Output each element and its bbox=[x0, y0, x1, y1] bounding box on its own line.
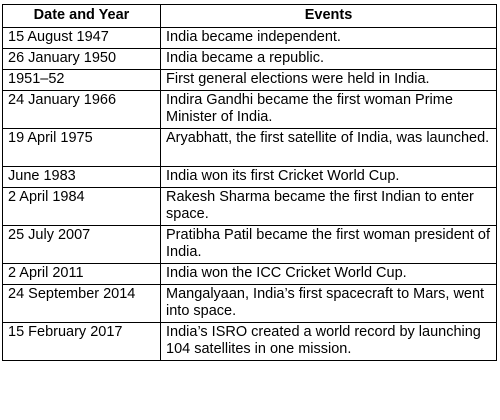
date-cell: 1951–52 bbox=[2, 69, 161, 91]
date-cell: 24 September 2014 bbox=[2, 284, 161, 323]
header-date-year: Date and Year bbox=[2, 4, 161, 28]
event-cell: Indira Gandhi became the first woman Pri… bbox=[160, 90, 497, 129]
event-cell: Mangalyaan, India’s first spacecraft to … bbox=[160, 284, 497, 323]
date-cell: 2 April 1984 bbox=[2, 187, 161, 226]
event-cell: Aryabhatt, the first satellite of India,… bbox=[160, 128, 497, 167]
date-cell: 24 January 1966 bbox=[2, 90, 161, 129]
table-row: 24 January 1966 Indira Gandhi became the… bbox=[2, 90, 497, 129]
table-row: 24 September 2014 Mangalyaan, India’s fi… bbox=[2, 284, 497, 323]
date-cell: June 1983 bbox=[2, 166, 161, 188]
table-row: 15 August 1947 India became independent. bbox=[2, 27, 497, 49]
table-row: 2 April 1984 Rakesh Sharma became the fi… bbox=[2, 187, 497, 226]
date-cell: 2 April 2011 bbox=[2, 263, 161, 285]
event-cell: Rakesh Sharma became the first Indian to… bbox=[160, 187, 497, 226]
date-cell: 25 July 2007 bbox=[2, 225, 161, 264]
event-cell: First general elections were held in Ind… bbox=[160, 69, 497, 91]
date-cell: 19 April 1975 bbox=[2, 128, 161, 167]
event-cell: India became independent. bbox=[160, 27, 497, 49]
table-row: 26 January 1950 India became a republic. bbox=[2, 48, 497, 70]
event-cell: India became a republic. bbox=[160, 48, 497, 70]
table-row: 15 February 2017 India’s ISRO created a … bbox=[2, 322, 497, 361]
date-cell: 26 January 1950 bbox=[2, 48, 161, 70]
event-cell: India won the ICC Cricket World Cup. bbox=[160, 263, 497, 285]
table-row: 1951–52 First general elections were hel… bbox=[2, 69, 497, 91]
table-row: 25 July 2007 Pratibha Patil became the f… bbox=[2, 225, 497, 264]
event-cell: Pratibha Patil became the first woman pr… bbox=[160, 225, 497, 264]
date-cell: 15 February 2017 bbox=[2, 322, 161, 361]
header-events: Events bbox=[160, 4, 497, 28]
timeline-table: Date and Year Events 15 August 1947 Indi… bbox=[2, 4, 497, 361]
header-row: Date and Year Events bbox=[2, 4, 497, 28]
event-cell: India won its first Cricket World Cup. bbox=[160, 166, 497, 188]
table-row: 19 April 1975 Aryabhatt, the first satel… bbox=[2, 128, 497, 167]
date-cell: 15 August 1947 bbox=[2, 27, 161, 49]
table-row: 2 April 2011 India won the ICC Cricket W… bbox=[2, 263, 497, 285]
timeline-table-container: Date and Year Events 15 August 1947 Indi… bbox=[2, 4, 497, 361]
table-row: June 1983 India won its first Cricket Wo… bbox=[2, 166, 497, 188]
event-cell: India’s ISRO created a world record by l… bbox=[160, 322, 497, 361]
